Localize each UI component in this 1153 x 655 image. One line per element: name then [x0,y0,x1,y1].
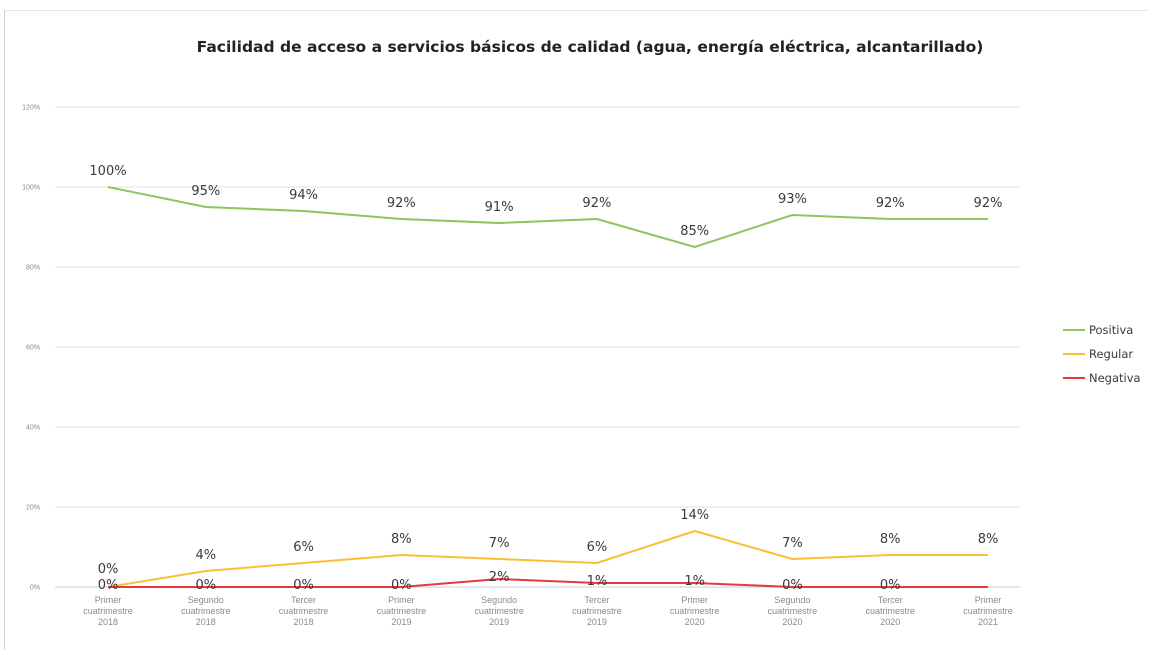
x-tick-label-line: Segundo [188,595,224,605]
x-tick-label: Segundo cuatrimestre 2020 [768,595,818,627]
x-tick-label-line: 2021 [978,617,998,627]
x-tick-label-line: Segundo [774,595,810,605]
data-label: 0% [293,578,314,593]
legend-label: Negativa [1089,371,1141,385]
data-label: 1% [684,574,705,589]
x-tick-label-line: 2020 [685,617,705,627]
data-label: 8% [978,532,999,547]
legend-label: Positiva [1089,323,1133,337]
x-tick-label-line: 2019 [489,617,509,627]
x-tick-label: Primer cuatrimestre 2018 [83,595,133,627]
x-tick-label-line: cuatrimestre [474,606,524,616]
data-label: 92% [876,196,905,211]
data-label: 7% [489,536,510,551]
x-tick-label-line: cuatrimestre [572,606,622,616]
data-label: 0% [782,578,803,593]
data-label: 8% [391,532,412,547]
y-tick-label: 20% [26,505,40,512]
y-tick-label: 80% [26,265,40,272]
x-tick-label-line: cuatrimestre [377,606,427,616]
data-label: 100% [89,164,126,179]
y-tick-label: 100% [22,185,40,192]
y-tick-label: 120% [22,105,40,112]
x-tick-label-line: cuatrimestre [865,606,915,616]
data-label: 85% [680,224,709,239]
x-tick-label-line: 2019 [587,617,607,627]
series-line-regular [107,530,988,588]
x-tick-label: Segundo cuatrimestre 2019 [474,595,524,627]
data-label: 94% [289,188,318,203]
data-label: 92% [582,196,611,211]
x-tick-label-line: cuatrimestre [963,606,1013,616]
x-tick-label: Tercer cuatrimestre 2019 [572,595,622,627]
x-tick-label-line: cuatrimestre [181,606,231,616]
series-line-positiva [107,186,988,248]
data-label: 92% [387,196,416,211]
legend: Positiva Regular Negativa [1063,323,1141,385]
x-tick-label-line: 2019 [391,617,411,627]
chart-title: Facilidad de acceso a servicios básicos … [196,38,984,56]
data-label: 1% [587,574,608,589]
data-label: 6% [293,540,314,555]
data-label: 95% [191,184,220,199]
x-tick-label-line: 2018 [196,617,216,627]
data-label: 92% [974,196,1003,211]
x-tick-label-line: Segundo [481,595,517,605]
y-tick-label: 60% [26,345,40,352]
data-label: 14% [680,508,709,523]
x-tick-label-line: cuatrimestre [768,606,818,616]
x-tick-label-line: Primer [95,595,122,605]
data-label: 93% [778,192,807,207]
x-tick-label-line: Tercer [584,595,609,605]
x-tick-label: Primer cuatrimestre 2020 [670,595,720,627]
data-label: 0% [98,562,119,577]
x-tick-label-line: Primer [681,595,708,605]
x-tick-label-line: cuatrimestre [670,606,720,616]
x-tick-label: Tercer cuatrimestre 2018 [279,595,329,627]
data-label: 7% [782,536,803,551]
data-label: 2% [489,570,510,585]
data-label: 6% [587,540,608,555]
gridlines [55,106,1020,588]
x-tick-label-line: Tercer [878,595,903,605]
y-tick-label: 40% [26,425,40,432]
data-label: 4% [195,548,216,563]
data-label: 0% [98,578,119,593]
data-label: 91% [485,200,514,215]
x-tick-label-line: 2018 [98,617,118,627]
data-label: 0% [195,578,216,593]
axes: 0%20%40%60%80%100%120%Primer cuatrimestre… [22,105,1020,627]
data-label: 8% [880,532,901,547]
x-tick-label-line: 2020 [782,617,802,627]
data-label: 0% [391,578,412,593]
chart-frame [4,10,1148,650]
x-tick-label: Segundo cuatrimestre 2018 [181,595,231,627]
x-tick-label: Tercer cuatrimestre 2020 [865,595,915,627]
x-tick-label-line: Primer [975,595,1002,605]
x-tick-label-line: Tercer [291,595,316,605]
data-label: 0% [880,578,901,593]
x-tick-label-line: 2020 [880,617,900,627]
x-tick-label-line: Primer [388,595,415,605]
series-line-negativa [108,578,988,588]
x-tick-label-line: cuatrimestre [279,606,329,616]
data-labels: 100% 95% 94% 92% 91% 92% 85% 93% 92% 92% 0% 4% 6% 8% 7… [89,164,1002,593]
x-tick-label-line: 2018 [294,617,314,627]
x-tick-label: Primer cuatrimestre 2021 [963,595,1013,627]
y-tick-label: 0% [30,585,40,592]
x-tick-label: Primer cuatrimestre 2019 [377,595,427,627]
legend-label: Regular [1089,347,1133,361]
series-lines [107,186,989,588]
x-tick-label-line: cuatrimestre [83,606,133,616]
